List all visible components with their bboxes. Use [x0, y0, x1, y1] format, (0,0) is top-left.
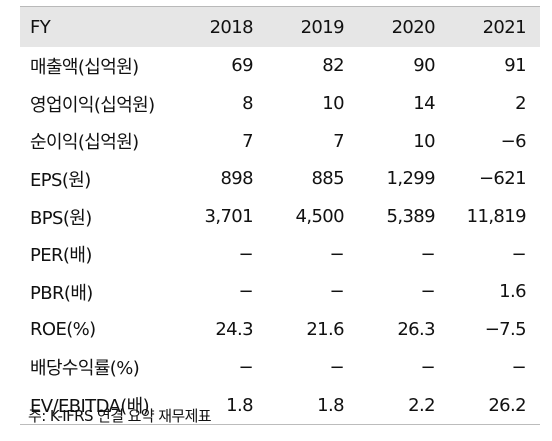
table-row: EPS(원) 898 885 1,299 −621: [20, 160, 540, 198]
row-value: 69: [231, 55, 253, 77]
row-value: 7: [242, 130, 253, 152]
table-row: 순이익(십억원) 7 7 10 −6: [20, 122, 540, 160]
row-value: 5,389: [386, 206, 435, 228]
table-row: 영업이익(십억원) 8 10 14 2: [20, 85, 540, 123]
row-value: 10: [413, 130, 435, 152]
row-value: 26.2: [488, 394, 526, 416]
row-value: 10: [322, 93, 344, 115]
table-row: ROE(%) 24.3 21.6 26.3 −7.5: [20, 311, 540, 349]
header-year-2021: 2021: [482, 16, 527, 38]
row-value: 885: [311, 168, 344, 190]
row-value: 898: [220, 168, 253, 190]
row-value: 1.8: [317, 394, 344, 416]
header-year-2019: 2019: [300, 16, 345, 38]
row-label: PER(배): [30, 245, 92, 267]
row-value: 1,299: [386, 168, 435, 190]
row-value: −6: [500, 130, 527, 152]
row-value: −7.5: [484, 319, 527, 341]
table-row: BPS(원) 3,701 4,500 5,389 11,819: [20, 198, 540, 236]
row-value: 26.3: [397, 319, 435, 341]
row-value: 1.8: [226, 394, 253, 416]
table-row: 매출액(십억원) 69 82 90 91: [20, 47, 540, 85]
row-value: 82: [322, 55, 344, 77]
row-value: −: [238, 356, 254, 378]
row-value: 90: [413, 55, 435, 77]
row-value: −: [511, 243, 527, 265]
row-label: ROE(%): [30, 319, 96, 341]
row-value: 3,701: [204, 206, 253, 228]
row-value: −: [329, 243, 345, 265]
row-value: −: [420, 356, 436, 378]
row-label: 영업이익(십억원): [30, 94, 155, 116]
row-value: 21.6: [306, 319, 344, 341]
row-label: EPS(원): [30, 169, 91, 191]
row-value: 91: [504, 55, 526, 77]
row-label: 매출액(십억원): [30, 56, 139, 78]
row-label: PBR(배): [30, 282, 93, 304]
row-label: EV/EBITDA(배): [30, 396, 150, 418]
table-row: PBR(배) − − − 1.6: [20, 273, 540, 311]
row-value: 14: [413, 93, 435, 115]
table-row: PER(배) − − − −: [20, 235, 540, 273]
financial-summary-table: FY 2018 2019 2020 2021 매출액(십억원) 69 82 90 91 영…: [20, 6, 540, 425]
header-fy-label: FY: [30, 16, 51, 38]
row-value: 7: [333, 130, 344, 152]
table-row: 배당수익률(%) − − − −: [20, 349, 540, 387]
row-value: −: [511, 356, 527, 378]
row-value: −621: [478, 168, 527, 190]
row-label: 순이익(십억원): [30, 132, 139, 154]
row-value: 11,819: [466, 206, 527, 228]
row-value: 24.3: [215, 319, 253, 341]
header-year-2020: 2020: [391, 16, 436, 38]
row-value: −: [420, 243, 436, 265]
table-row: EV/EBITDA(배) 1.8 1.8 2.2 26.2: [20, 386, 540, 425]
row-value: 2: [515, 93, 526, 115]
footnote: 주: K-IFRS 연결 요약 재무제표: [28, 407, 212, 425]
row-label: BPS(원): [30, 207, 92, 229]
row-label: 배당수익률(%): [30, 358, 140, 380]
table-header-row: FY 2018 2019 2020 2021: [20, 6, 540, 47]
header-year-2018: 2018: [209, 16, 254, 38]
row-value: 4,500: [295, 206, 344, 228]
row-value: −: [329, 281, 345, 303]
row-value: −: [329, 356, 345, 378]
row-value: 1.6: [499, 281, 526, 303]
row-value: −: [238, 243, 254, 265]
table-body: 매출액(십억원) 69 82 90 91 영업이익(십억원) 8 10 14 2 순이익(십억원) 7…: [20, 47, 540, 425]
row-value: 8: [242, 93, 253, 115]
row-value: 2.2: [408, 394, 435, 416]
row-value: −: [420, 281, 436, 303]
row-value: −: [238, 281, 254, 303]
